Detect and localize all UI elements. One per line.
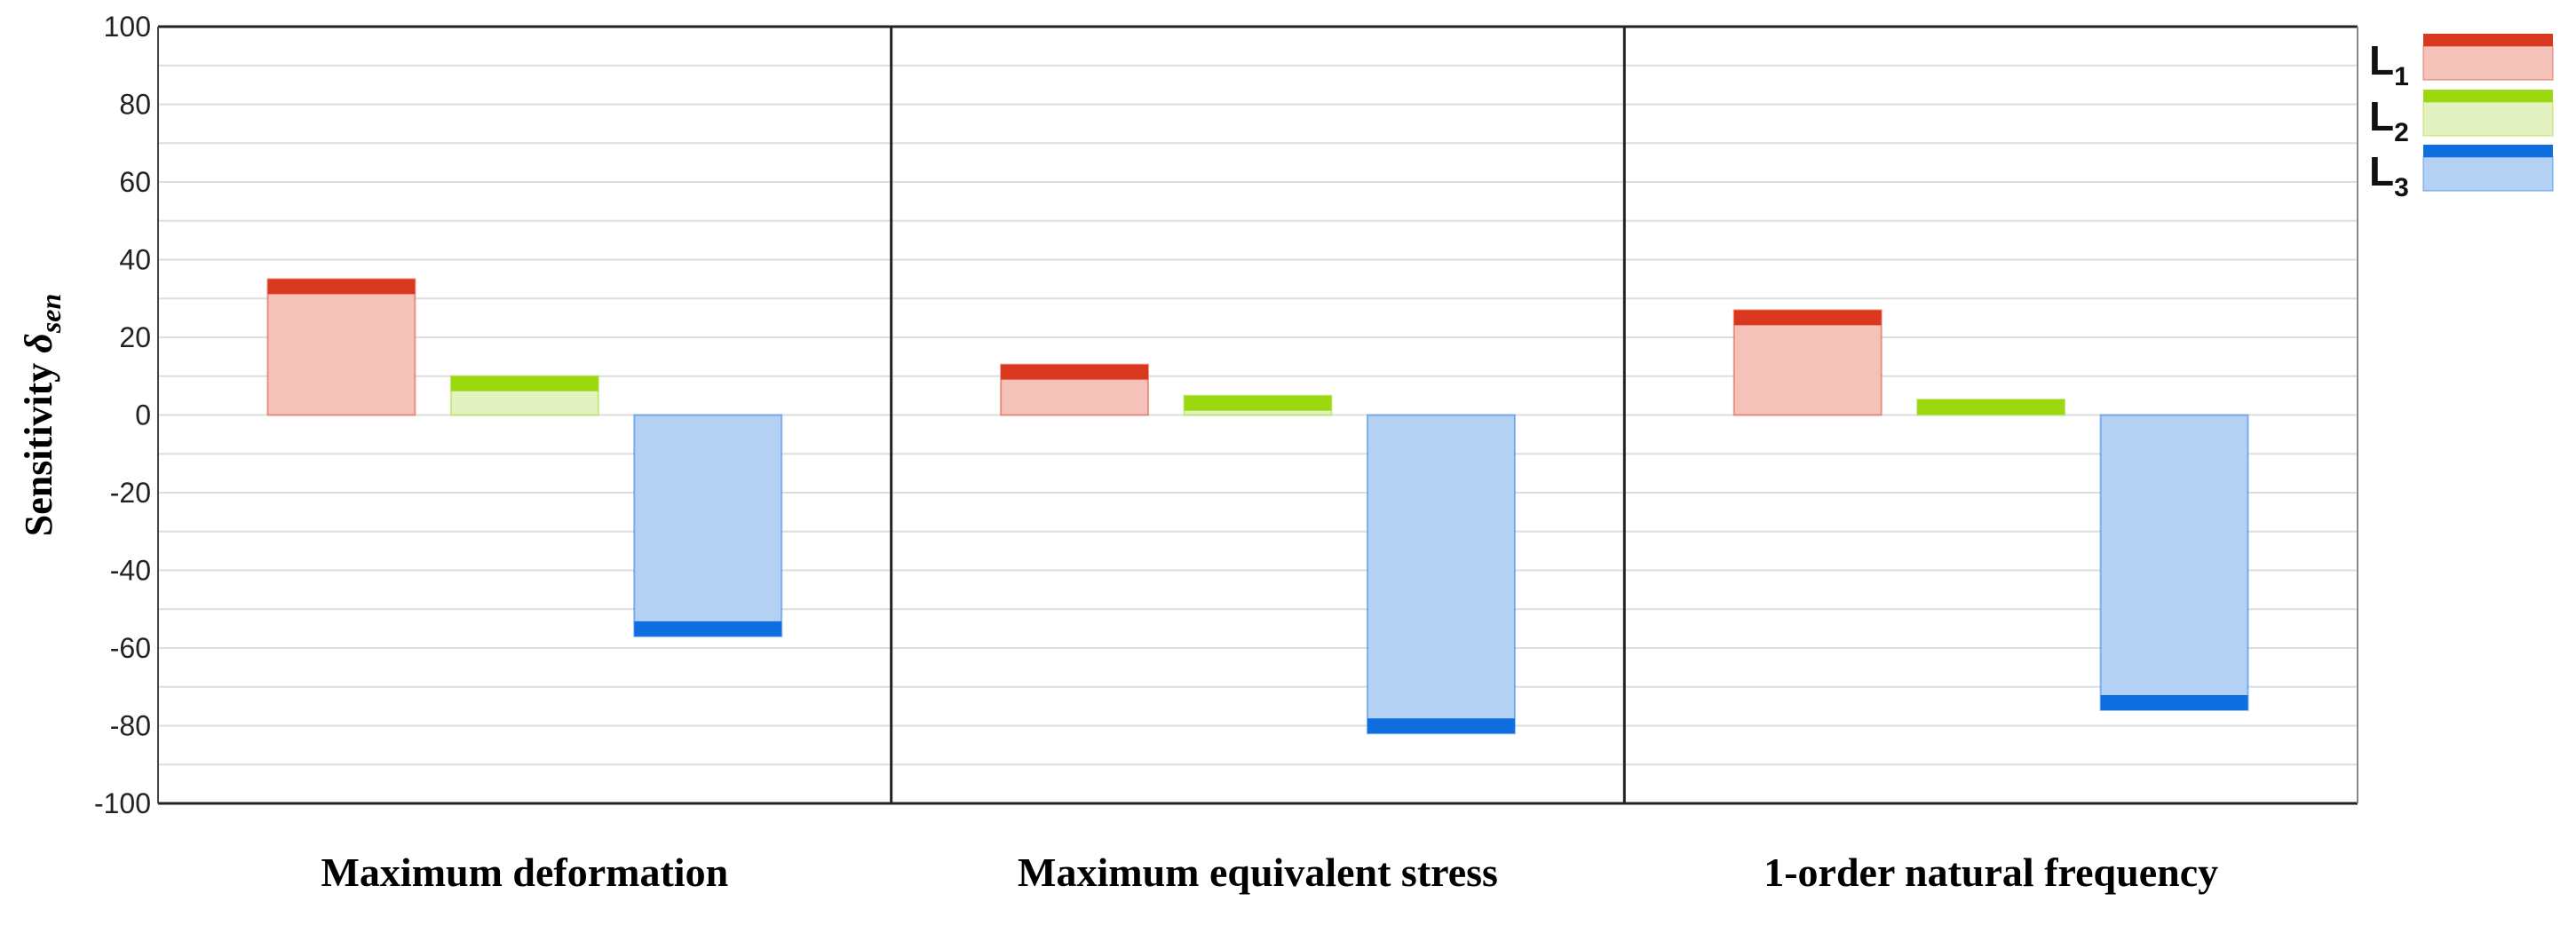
y-tick-label: 0 bbox=[135, 399, 151, 431]
bar bbox=[1366, 414, 1516, 735]
y-tick-label: 40 bbox=[119, 244, 151, 276]
plot-frame bbox=[157, 25, 2358, 805]
y-tick-label: -100 bbox=[94, 787, 151, 819]
bar-cap bbox=[1367, 718, 1515, 734]
bar-cap bbox=[267, 279, 416, 295]
bar-cap bbox=[1733, 310, 1882, 326]
legend-swatch bbox=[2422, 45, 2554, 81]
category-label: Maximum equivalent stress bbox=[1018, 850, 1498, 895]
y-tick-labels: 100 80 60 40 20 0 -20 -40 -60 -80 -100 bbox=[94, 11, 151, 819]
legend-swatch-cap bbox=[2423, 145, 2553, 157]
bar-cap bbox=[1917, 399, 2065, 415]
bar-cap bbox=[450, 376, 598, 391]
legend-label: L3 bbox=[2369, 148, 2409, 202]
bar-cap bbox=[1184, 395, 1332, 411]
y-tick-label: 80 bbox=[119, 89, 151, 121]
legend-swatch-cap bbox=[2423, 34, 2553, 46]
bar bbox=[633, 414, 783, 637]
category-label: 1-order natural frequency bbox=[1764, 850, 2218, 895]
legend-swatch bbox=[2422, 156, 2554, 192]
bar bbox=[1732, 309, 1882, 416]
y-tick-label: -80 bbox=[110, 710, 151, 742]
y-tick-label: 100 bbox=[104, 11, 151, 43]
bar-cap bbox=[2100, 695, 2248, 710]
y-axis-label-text: Sensitivity δsen bbox=[17, 294, 67, 537]
y-tick-label: -20 bbox=[110, 477, 151, 509]
category-labels: Maximum deformation Maximum equivalent st… bbox=[321, 850, 2219, 895]
legend-label: L1 bbox=[2369, 37, 2409, 91]
bar bbox=[266, 278, 416, 416]
legend-swatch bbox=[2422, 101, 2554, 137]
bar-cap bbox=[1001, 364, 1149, 380]
y-tick-label: 20 bbox=[119, 321, 151, 353]
category-label: Maximum deformation bbox=[321, 850, 729, 895]
legend-swatch-cap bbox=[2423, 90, 2553, 102]
bar bbox=[2099, 414, 2249, 711]
legend-label: L2 bbox=[2369, 93, 2409, 147]
bar-cap bbox=[634, 621, 782, 636]
bars bbox=[266, 278, 2249, 735]
y-axis-label: Sensitivity δsen bbox=[17, 294, 67, 537]
y-tick-label: 60 bbox=[119, 166, 151, 198]
y-tick-label: -60 bbox=[110, 632, 151, 664]
y-tick-label: -40 bbox=[110, 555, 151, 587]
